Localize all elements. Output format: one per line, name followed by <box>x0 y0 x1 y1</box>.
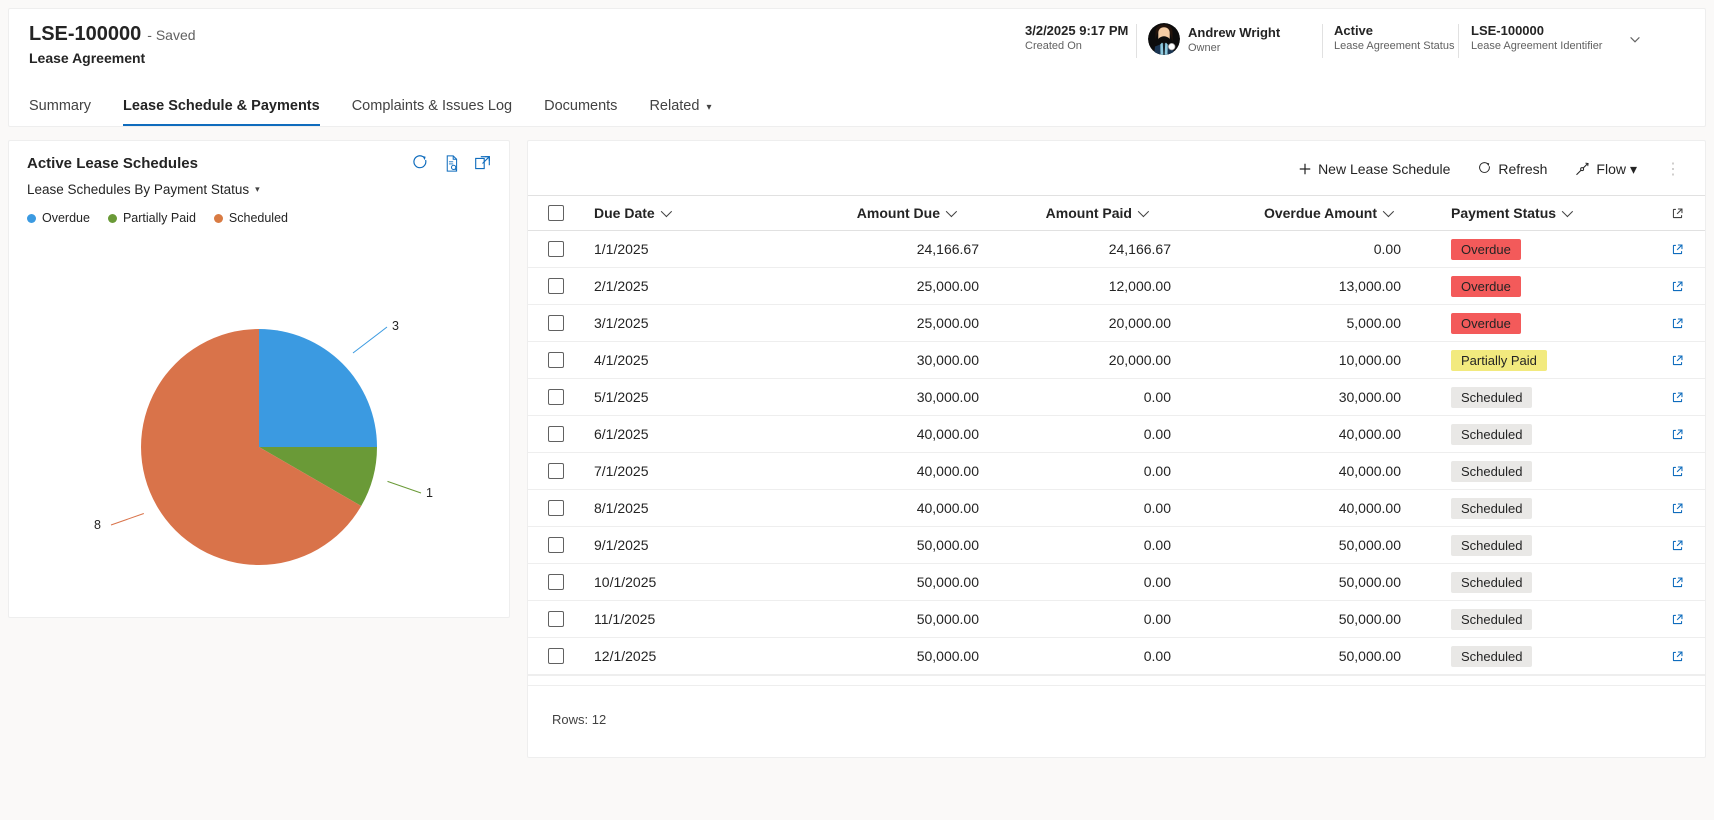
svg-text:3: 3 <box>392 319 399 333</box>
svg-text:8: 8 <box>94 518 101 532</box>
svg-text:1: 1 <box>426 486 433 500</box>
